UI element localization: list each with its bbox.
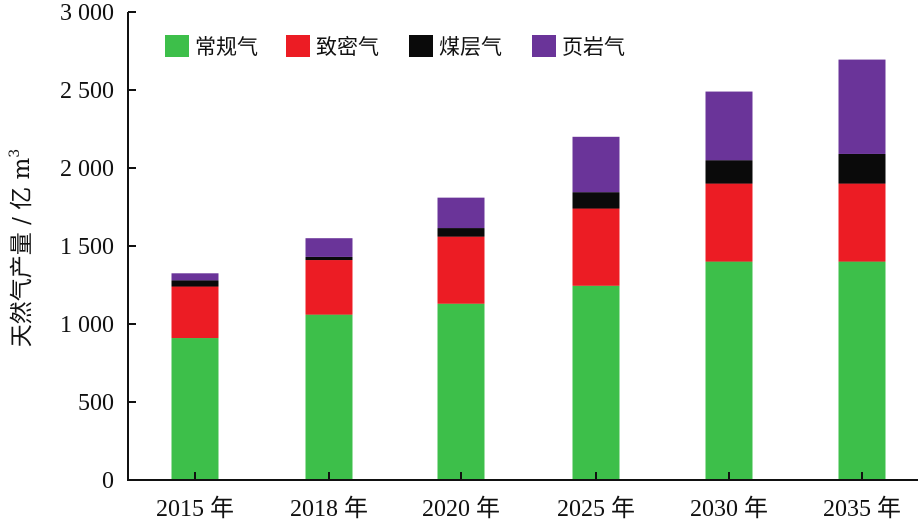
bar-segment-0-1	[171, 286, 219, 339]
y-axis-title-text: 天然气产量 / 亿 m	[9, 158, 35, 348]
bar-segment-0-0	[171, 338, 219, 480]
bar-segment-1-1	[305, 260, 353, 315]
x-tick-label-3: 2025 年	[557, 495, 635, 522]
legend-swatch-1	[286, 35, 310, 57]
x-tick-label-0: 2015 年	[156, 495, 234, 522]
x-tick-label-2: 2020 年	[422, 495, 500, 522]
bar-segment-3-3	[572, 136, 620, 193]
bar-segment-3-2	[572, 192, 620, 209]
x-tick-label-5: 2035 年	[823, 495, 901, 522]
y-tick-label-4: 2 000	[60, 156, 114, 182]
bar-segment-5-0	[838, 261, 886, 480]
y-axis-title-superscript: 3	[7, 149, 23, 158]
y-tick-label-3: 1 500	[60, 234, 114, 260]
y-tick-label-6: 3 000	[60, 0, 114, 26]
bar-segment-1-3	[305, 238, 353, 257]
legend-label-1: 致密气	[316, 35, 379, 59]
bar-segment-3-1	[572, 208, 620, 286]
legend-swatch-2	[409, 35, 433, 57]
bar-segment-2-0	[437, 303, 485, 480]
bar-segment-2-2	[437, 228, 485, 237]
legend-swatch-3	[532, 35, 556, 57]
bar-segment-0-2	[171, 280, 219, 287]
bar-segment-1-0	[305, 314, 353, 480]
x-tick-label-4: 2030 年	[690, 495, 768, 522]
legend: 常规气 致密气 煤层气 页岩气	[165, 35, 625, 59]
bar-segment-4-1	[705, 183, 753, 262]
bar-segment-2-1	[437, 236, 485, 304]
bar-segment-5-2	[838, 153, 886, 184]
bar-segment-5-1	[838, 183, 886, 262]
bar-segment-5-3	[838, 59, 886, 154]
bar-segment-0-3	[171, 273, 219, 281]
bar-segment-3-0	[572, 285, 620, 480]
bar-segment-4-0	[705, 261, 753, 480]
legend-label-3: 页岩气	[562, 35, 625, 59]
legend-label-2: 煤层气	[439, 35, 502, 59]
y-tick-label-5: 2 500	[60, 78, 114, 104]
x-tick-label-1: 2018 年	[290, 495, 368, 522]
bar-segment-2-3	[437, 197, 485, 229]
bar-segment-4-3	[705, 91, 753, 161]
y-axis-title: 天然气产量 / 亿 m3	[7, 149, 35, 347]
legend-swatch-0	[165, 35, 189, 57]
y-tick-label-2: 1 000	[60, 312, 114, 338]
axes: 0 500 1 000 1 500 2 000 2 500 3 000 2015 年 2018 …	[60, 0, 918, 522]
legend-label-0: 常规气	[195, 35, 258, 59]
plot-area	[171, 59, 886, 480]
bar-segment-1-2	[305, 256, 353, 261]
y-tick-label-1: 500	[78, 390, 114, 416]
y-tick-label-0: 0	[102, 468, 114, 494]
bar-segment-4-2	[705, 160, 753, 184]
